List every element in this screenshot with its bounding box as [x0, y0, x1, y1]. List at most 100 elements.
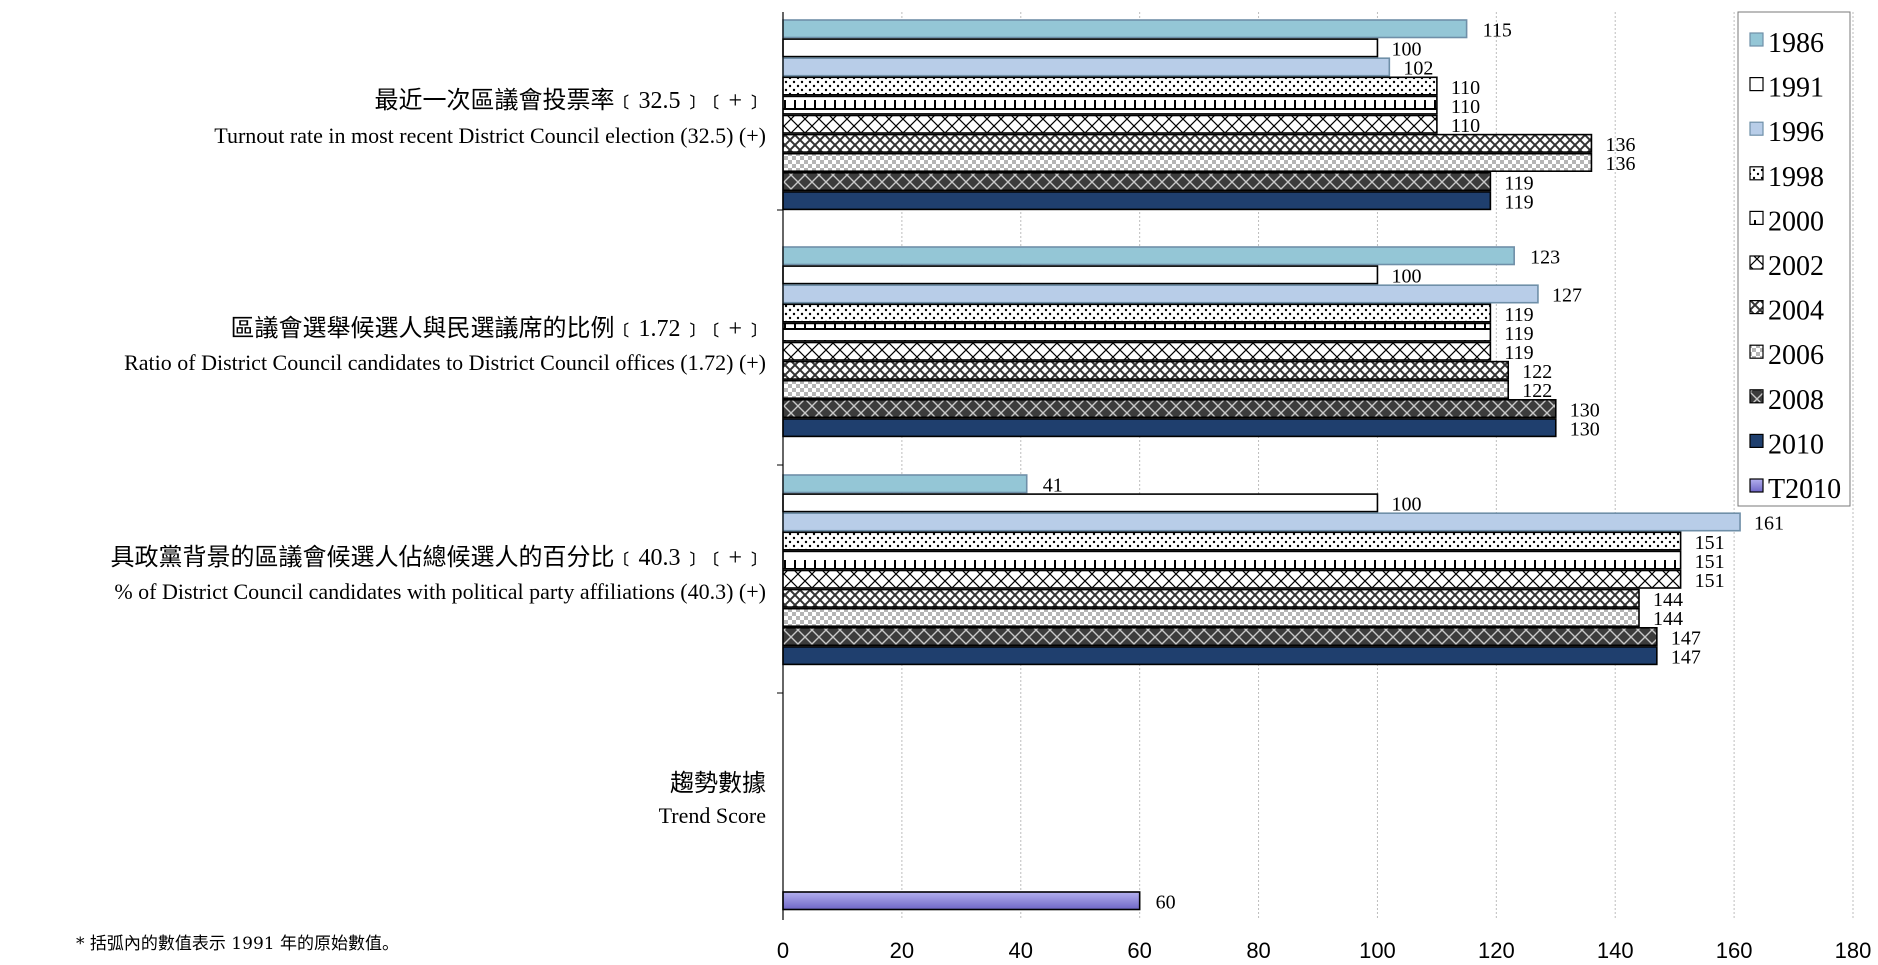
data-label: 144	[1653, 608, 1683, 630]
x-tick-label: 80	[1246, 938, 1270, 963]
data-label: 100	[1391, 266, 1421, 288]
data-label: 110	[1451, 96, 1480, 118]
data-label: 122	[1522, 361, 1552, 383]
bar-1998	[782, 531, 1682, 551]
legend-swatch-1996	[1749, 121, 1764, 136]
legend-label-T2010: T2010	[1768, 474, 1841, 505]
data-label: 136	[1605, 134, 1635, 156]
footnote: * 括弧內的數值表示 1991 年的原始數值。	[76, 934, 399, 954]
grid-lines	[901, 12, 1854, 920]
data-label: 161	[1754, 513, 1784, 535]
x-tick-label: 100	[1359, 938, 1396, 963]
data-label: 102	[1403, 58, 1433, 80]
legend-label-1991: 1991	[1768, 73, 1824, 104]
category-label-cn: 具政黨背景的區議會候選人佔總候選人的百分比﹝40.3﹞﹝+﹞	[110, 544, 766, 571]
category-label-en: Trend Score	[659, 803, 766, 828]
legend-label-2008: 2008	[1768, 385, 1824, 416]
data-label: 127	[1552, 285, 1582, 307]
bar-1986	[782, 19, 1468, 39]
data-label: 147	[1671, 627, 1701, 649]
bar-1991	[782, 38, 1379, 58]
legend-label-2006: 2006	[1768, 340, 1824, 371]
data-label: 136	[1605, 153, 1635, 175]
bar-2002	[782, 114, 1438, 134]
data-label: 122	[1522, 380, 1552, 402]
bar-T2010	[782, 891, 1141, 911]
data-label: 151	[1695, 551, 1725, 573]
legend-swatch-2006	[1749, 344, 1764, 359]
category-label-en: % of District Council candidates with po…	[114, 579, 766, 604]
legend-swatch-2000	[1749, 210, 1764, 225]
bar-2004	[782, 133, 1593, 153]
bars: 1151234110010010010212716111011915111011…	[782, 19, 1784, 914]
bar-1991	[782, 265, 1379, 285]
bar-2010	[782, 191, 1492, 211]
legend-swatch-2010	[1749, 433, 1764, 448]
legend-swatch-1986	[1749, 32, 1764, 47]
bar-2006	[782, 152, 1593, 172]
data-label: 119	[1504, 191, 1533, 213]
x-tick-label: 180	[1835, 938, 1872, 963]
x-tick-label: 160	[1716, 938, 1753, 963]
legend-label-2002: 2002	[1768, 251, 1824, 282]
x-tick-label: 140	[1597, 938, 1634, 963]
bar-2006	[782, 607, 1640, 628]
legend-swatch-2002	[1749, 255, 1764, 270]
x-tick-label: 120	[1478, 938, 1515, 963]
data-label: 110	[1451, 77, 1480, 99]
legend-swatch-2004	[1749, 300, 1764, 315]
data-label: 100	[1391, 494, 1421, 516]
data-label: 151	[1695, 570, 1725, 592]
data-label: 119	[1504, 172, 1533, 194]
bar-1996	[782, 512, 1741, 532]
bar-1986	[782, 246, 1515, 266]
x-tick-label: 60	[1127, 938, 1151, 963]
data-label: 110	[1451, 115, 1480, 137]
bar-2002	[782, 569, 1682, 589]
bar-1996	[782, 57, 1391, 77]
legend-swatch-2008	[1749, 389, 1764, 404]
legend-swatch-T2010	[1749, 478, 1764, 493]
category-label-cn: 區議會選舉候選人與民選議席的比例﹝1.72﹞﹝+﹞	[230, 315, 766, 342]
bar-2010	[782, 646, 1658, 666]
bar-2006	[782, 379, 1510, 400]
bar-2000	[782, 550, 1682, 570]
legend: 1986 1991 1996 1998 2000 2002 2004 2006 2008 2010…	[1737, 11, 1851, 507]
bar-1996	[782, 284, 1539, 304]
bar-1998	[782, 303, 1492, 323]
bar-2010	[782, 418, 1557, 438]
bar-1986	[782, 474, 1028, 494]
category-label-cn: 最近一次區議會投票率﹝32.5﹞﹝+﹞	[374, 87, 766, 114]
data-label: 41	[1043, 475, 1063, 497]
footnotes: * 括弧內的數值表示 1991 年的原始數值。	[76, 934, 399, 954]
data-label: 100	[1391, 39, 1421, 61]
category-label-en: Ratio of District Council candidates to …	[124, 350, 766, 375]
bar-2008	[782, 172, 1492, 192]
bar-2002	[782, 341, 1492, 361]
x-axis: 0 20 40 60 80 100 120 140 160 180	[777, 12, 1871, 963]
data-label: 119	[1504, 342, 1533, 364]
bar-2004	[782, 360, 1510, 380]
data-label: 119	[1504, 323, 1533, 345]
bar-1998	[782, 76, 1438, 96]
legend-label-1996: 1996	[1768, 117, 1824, 148]
data-label: 144	[1653, 589, 1683, 611]
legend-swatch-1991	[1749, 76, 1764, 92]
bar-2000	[782, 95, 1438, 115]
legend-label-2000: 2000	[1768, 206, 1824, 237]
bar-2000	[782, 322, 1492, 342]
x-tick-label: 0	[777, 938, 789, 963]
data-label: 60	[1156, 892, 1176, 914]
bar-2008	[782, 626, 1658, 647]
data-label: 151	[1695, 532, 1725, 554]
category-label-cn: 趨勢數據	[670, 770, 766, 797]
data-label: 147	[1671, 646, 1701, 668]
legend-label-1986: 1986	[1768, 28, 1824, 59]
legend-swatch-1998	[1749, 166, 1764, 181]
legend-label-2004: 2004	[1768, 296, 1824, 327]
category-labels: 最近一次區議會投票率﹝32.5﹞﹝+﹞ Turnout rate in most …	[110, 87, 766, 828]
x-tick-label: 20	[890, 938, 914, 963]
x-tick-label: 40	[1009, 938, 1033, 963]
bar-2008	[782, 398, 1557, 419]
